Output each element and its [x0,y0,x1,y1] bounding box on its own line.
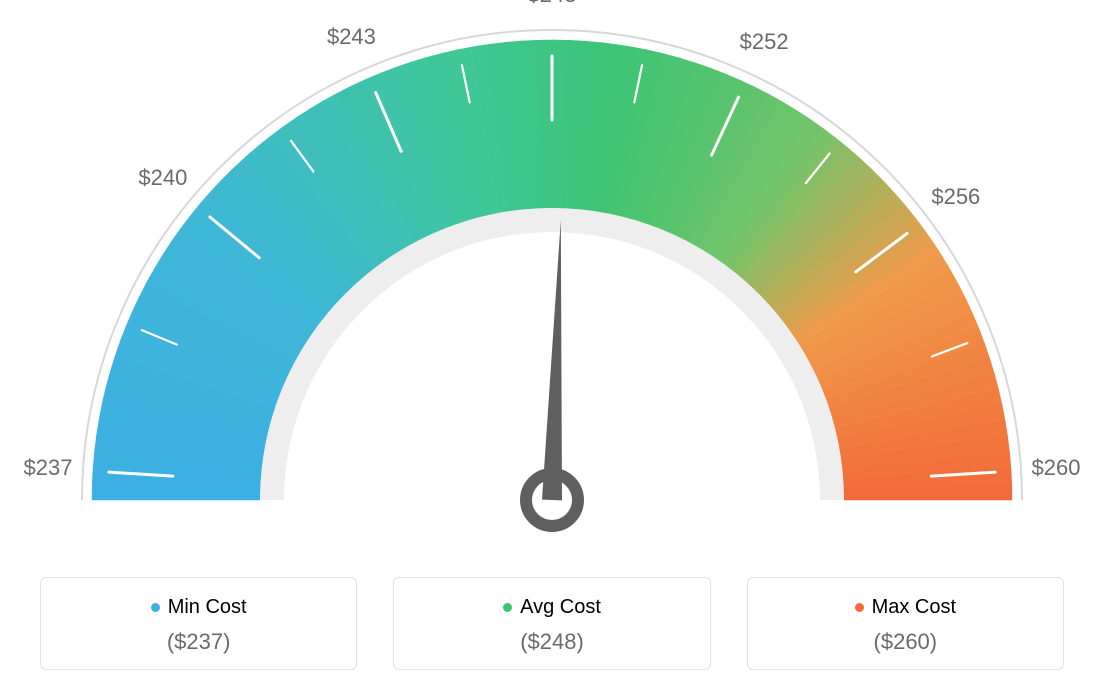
avg-cost-label: Avg Cost [520,596,601,619]
gauge-tick-label: $237 [24,455,73,481]
min-cost-card: Min Cost ($237) [40,577,357,670]
max-cost-value: ($260) [758,629,1053,655]
gauge-tick-label: $252 [740,29,789,55]
dot-icon [503,603,512,612]
gauge-tick-label: $256 [931,184,980,210]
min-cost-label: Min Cost [168,596,247,619]
avg-cost-value: ($248) [404,629,699,655]
cost-gauge: $237 $240 $243 $248 $252 $256 $260 [0,0,1104,560]
dot-icon [855,603,864,612]
cost-summary-cards: Min Cost ($237) Avg Cost ($248) Max Cost… [40,577,1064,670]
gauge-svg [0,0,1104,560]
max-cost-title: Max Cost [855,596,956,619]
avg-cost-card: Avg Cost ($248) [393,577,710,670]
dot-icon [151,603,160,612]
max-cost-label: Max Cost [872,596,956,619]
gauge-tick-label: $248 [528,0,577,8]
max-cost-card: Max Cost ($260) [747,577,1064,670]
gauge-tick-label: $260 [1032,455,1081,481]
min-cost-title: Min Cost [151,596,247,619]
avg-cost-title: Avg Cost [503,596,601,619]
min-cost-value: ($237) [51,629,346,655]
gauge-tick-label: $240 [138,165,187,191]
gauge-tick-label: $243 [327,24,376,50]
